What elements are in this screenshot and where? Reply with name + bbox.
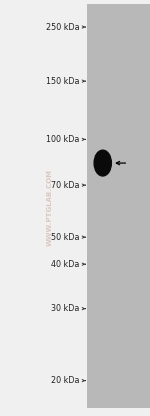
Ellipse shape	[94, 150, 111, 176]
Text: WWW.PTGLAB.COM: WWW.PTGLAB.COM	[46, 169, 52, 247]
Text: 250 kDa: 250 kDa	[46, 22, 80, 32]
Text: 30 kDa: 30 kDa	[51, 304, 80, 313]
Bar	[129, 4, 150, 408]
Text: 150 kDa: 150 kDa	[46, 77, 80, 86]
Text: 40 kDa: 40 kDa	[51, 260, 80, 269]
Text: 50 kDa: 50 kDa	[51, 233, 80, 242]
Bar	[87, 4, 129, 408]
Text: 20 kDa: 20 kDa	[51, 376, 80, 385]
Text: 100 kDa: 100 kDa	[46, 135, 80, 144]
Text: 70 kDa: 70 kDa	[51, 181, 80, 190]
